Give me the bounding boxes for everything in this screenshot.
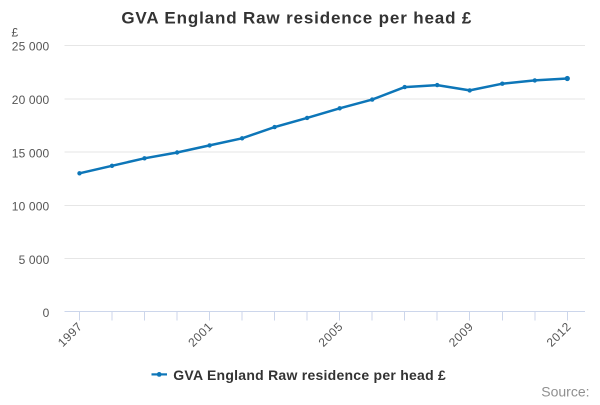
svg-text:£: £ xyxy=(12,25,19,39)
svg-text:5 000: 5 000 xyxy=(19,253,50,267)
svg-text:25 000: 25 000 xyxy=(12,40,50,54)
svg-text:Source:: Source: xyxy=(541,383,589,399)
svg-text:0: 0 xyxy=(43,306,50,320)
svg-text:20 000: 20 000 xyxy=(12,93,50,107)
svg-text:GVA England Raw residence per: GVA England Raw residence per head £ xyxy=(121,8,472,27)
svg-text:15 000: 15 000 xyxy=(12,146,50,160)
svg-text:10 000: 10 000 xyxy=(12,200,50,214)
svg-text:GVA England Raw residence per: GVA England Raw residence per head £ xyxy=(173,367,446,383)
